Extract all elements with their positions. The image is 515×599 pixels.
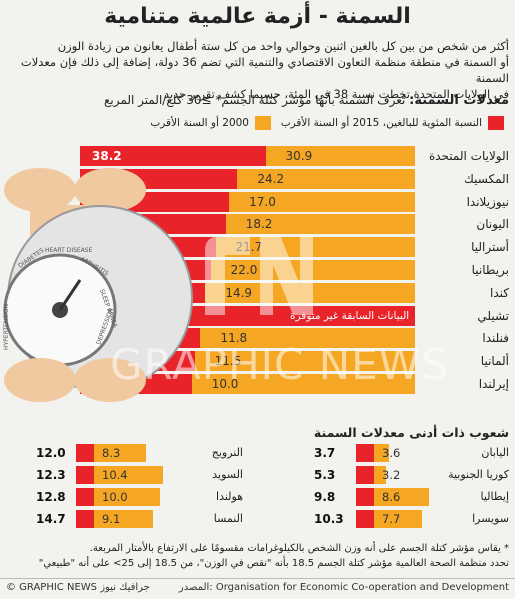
footer: © GRAPHIC NEWS جرافيك نيوز المصدر: Organ…: [0, 578, 515, 599]
legend-red-swatch: [488, 116, 504, 130]
low-bar-2000: [80, 444, 147, 462]
low-bar-2000-value: 3.6: [382, 446, 401, 460]
bar-2000-value: 11.8: [220, 331, 248, 346]
low-bar-2015-value: 12.0: [36, 446, 66, 460]
country-label: اليونان: [476, 217, 509, 232]
country-label: بريطانيا: [471, 263, 509, 277]
intro-text: أكثر من شخص من بين كل بالغين اثنين وحوال…: [9, 38, 509, 102]
foot-bottom-left: [4, 358, 76, 402]
intro-line: في الولايات المتحدة تخطت نسبة 38 في المئ…: [163, 87, 509, 101]
low-country-label: سويسرا: [472, 512, 509, 525]
low-bar-2015: [356, 488, 374, 506]
bar-2000-value: 18.2: [245, 217, 273, 232]
bar-2000-value: 10.0: [211, 377, 239, 391]
foot-bottom-right: [74, 358, 146, 402]
intro-line: أو السمنة في منطقة منظمة التعاون الاقتصا…: [20, 55, 509, 85]
country-label: كندا: [490, 285, 509, 300]
country-label: المكسيك: [464, 171, 509, 186]
scale-illustration: DIABETES HEART DISEASE ARTHRITIS SLEEP A…: [3, 168, 193, 402]
footnote: * يقاس مؤشر كتلة الجسم على أنه وزن الشخص…: [89, 543, 509, 554]
country-label: إيرلندا: [478, 377, 509, 391]
low-bar-2015-value: 5.3: [314, 468, 336, 482]
bar-2015-value: 38.2: [92, 149, 122, 163]
legend-orange-swatch: [255, 116, 271, 130]
low-country-label: إيطاليا: [480, 490, 509, 503]
low-bar-2015-value: 10.3: [314, 512, 344, 526]
low-bar-2000: [80, 488, 160, 506]
credit: © GRAPHIC NEWS جرافيك نيوز: [6, 582, 150, 593]
bar-2000-value: 11.5: [214, 354, 242, 369]
bar-2000-value: 24.2: [257, 171, 285, 186]
low-bar-2015: [76, 466, 94, 484]
country-label: نيوزيلاندا: [466, 194, 509, 209]
foot-top-right: [74, 168, 146, 212]
bar-2000-value: 14.9: [225, 285, 253, 300]
low-bar-2000-value: 8.6: [382, 490, 401, 504]
country-label: الولايات المتحدة: [428, 149, 509, 163]
low-bar-2015: [76, 444, 94, 462]
art-label: HEART DISEASE: [45, 247, 93, 254]
low-bar-2015-value: 12.8: [36, 490, 66, 504]
low-bar-2000-value: 7.7: [382, 512, 401, 526]
country-label: ألمانيا: [480, 354, 509, 369]
low-country-label: السويد: [212, 468, 243, 481]
low-bar-2015-value: 14.7: [36, 512, 66, 526]
bar-row: الولايات المتحدة 38.2 30.9: [0, 146, 515, 166]
country-label: فنلندا: [482, 331, 509, 346]
low-country-label: النرويج: [211, 446, 243, 459]
low-country-label: هولندا: [216, 490, 243, 503]
legend-orange-label: 2000 أو السنة الأقرب: [150, 117, 249, 129]
bar-2000-value: 30.9: [285, 149, 313, 163]
low-bar-2000: [80, 510, 153, 528]
low-rates-title: شعوب ذات أدنى معدلات السمنة: [313, 425, 509, 440]
low-bar-2015: [76, 510, 94, 528]
legend-red-label: النسبة المئوية للبالغين، 2015 أو السنة ا…: [280, 117, 482, 129]
watermark-text: GRAPHIC NEWS: [110, 340, 449, 389]
low-bar-2000-value: 9.1: [102, 512, 121, 526]
bar-row: نيوزيلاندا30.717.0: [0, 191, 515, 212]
bar-2015: [80, 146, 266, 166]
section-title: معدلات السمنة:: [409, 93, 509, 108]
page-title: السمنة - أزمة عالمية متنامية: [104, 4, 411, 29]
low-bar-2015: [76, 488, 94, 506]
art-label: HYPERTENSION: [3, 304, 10, 350]
low-country-label: كوريا الجنوبية: [448, 468, 509, 481]
low-bar-2015: [356, 510, 374, 528]
low-bar-2000: [360, 488, 429, 506]
low-country-label: النمسا: [213, 512, 243, 525]
low-bar-2015-value: 3.7: [314, 446, 336, 460]
low-bar-2015-value: 12.3: [36, 468, 66, 482]
section-heading: معدلات السمنة: تُعرف السمنة بأنها مؤشر ك…: [104, 93, 509, 108]
dial-needle: [58, 279, 82, 311]
footnote: تحدد منظمة الصحة العالمية مؤشر كتلة الجس…: [38, 558, 509, 569]
low-bar-2015: [356, 466, 374, 484]
low-bar-2000-value: 10.0: [102, 490, 128, 504]
low-bar-2015-value: 9.8: [314, 490, 336, 504]
legend: النسبة المئوية للبالغين، 2015 أو السنة ا…: [0, 114, 515, 132]
low-bar-2000-value: 10.4: [102, 468, 128, 482]
low-bar-2000-value: 8.3: [102, 446, 121, 460]
low-bar-2000: [360, 510, 422, 528]
country-label: تشيلي: [477, 308, 509, 323]
intro-line: أكثر من شخص من بين كل بالغين اثنين وحوال…: [57, 39, 509, 53]
low-bar-2000: [80, 466, 164, 484]
low-bar-2015: [356, 444, 374, 462]
country-label: أستراليا: [471, 240, 509, 255]
watermark-logo: [205, 235, 313, 315]
source: المصدر: Organisation for Economic Co-ope…: [178, 582, 509, 593]
low-country-label: اليابان: [481, 446, 509, 459]
not-available-note: البيانات السابقة غير متوفرة: [290, 309, 410, 322]
bar-2000-value: 17.0: [249, 194, 276, 209]
section-subtitle: تُعرف السمنة بأنها مؤشر كتلة الجسم* ≥30 …: [104, 93, 406, 107]
foot-top-left: [4, 168, 76, 212]
bar-2000-value: 22.0: [230, 263, 258, 277]
low-bar-2000-value: 3.2: [382, 468, 401, 482]
